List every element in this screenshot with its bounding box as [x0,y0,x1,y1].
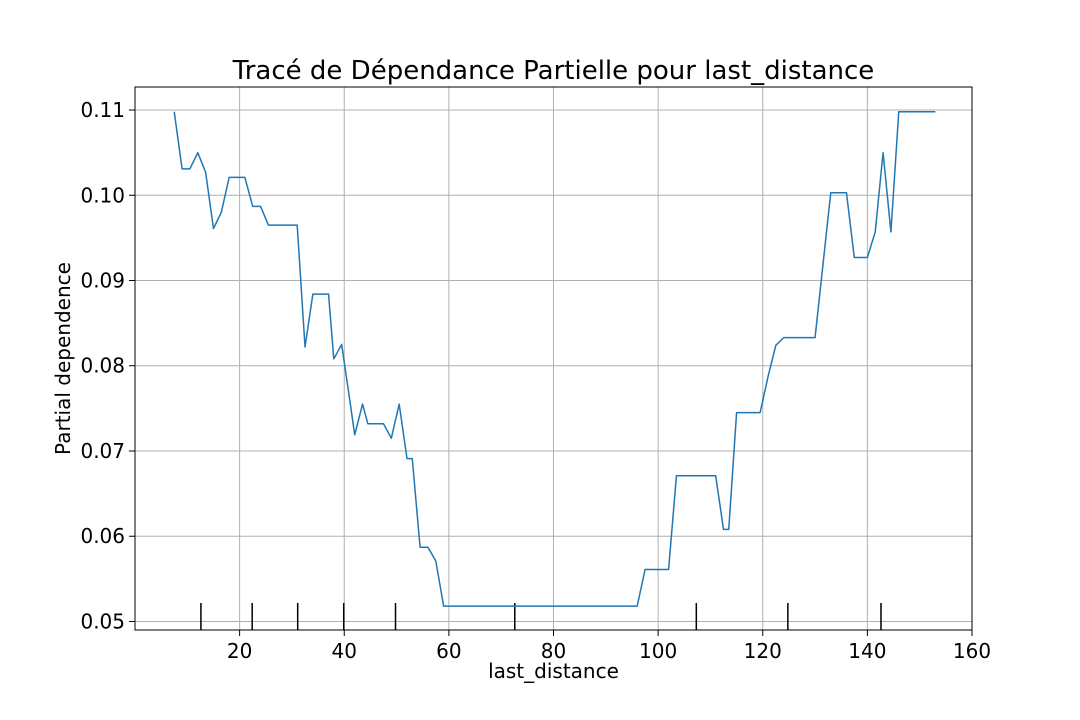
grid-lines [135,87,973,630]
chart-title: Tracé de Dépendance Partielle pour last_… [232,56,875,86]
series-layer [173,110,936,607]
x-tick-label: 80 [541,639,566,663]
y-tick-label: 0.10 [80,183,125,207]
y-tick-label: 0.08 [80,354,125,378]
y-tick-label: 0.11 [80,98,125,122]
x-tick-label: 120 [744,639,782,663]
decile-rug [200,603,882,630]
x-tick-label: 60 [436,639,461,663]
y-axis-title: Partial dependence [51,262,75,455]
x-tick-label: 160 [953,639,991,663]
x-tick-label: 40 [332,639,357,663]
y-tick-label: 0.09 [80,269,125,293]
x-axis-title: last_distance [488,659,619,683]
y-tick-label: 0.06 [80,524,125,548]
x-tick-label: 20 [227,639,252,663]
x-tick-label: 140 [848,639,886,663]
y-tick-label: 0.05 [80,609,125,633]
y-axis-ticks: 0.05 0.06 0.07 0.08 0.09 0.10 0.11 [80,98,135,633]
series-line [173,110,936,607]
x-axis-ticks: 20 40 60 80 100 120 140 160 [227,630,991,663]
y-tick-label: 0.07 [80,439,125,463]
x-tick-label: 100 [639,639,677,663]
